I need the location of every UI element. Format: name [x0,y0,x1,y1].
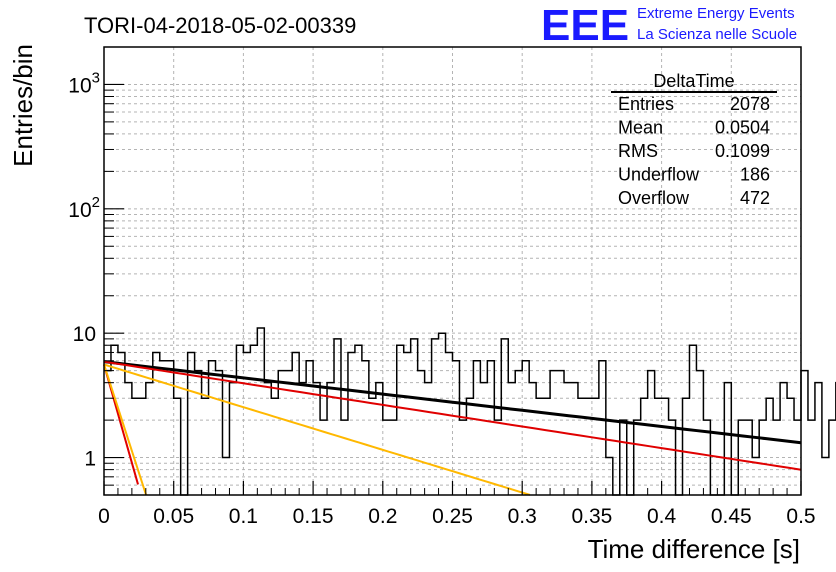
x-tick-label: 0 [98,505,110,528]
y-tick-label: 102 [68,194,100,222]
stats-label: Entries [618,94,674,114]
stats-label: Underflow [618,165,700,185]
fit-curve-3 [103,363,531,496]
fit-curves [103,360,802,496]
stats-box: DeltaTime Entries 2078 Mean 0.0504 RMS 0.1099… [611,71,777,208]
x-tick-label: 0.35 [571,505,612,528]
y-axis-title: Entries/bin [8,44,38,167]
x-tick-label: 0.5 [786,505,815,528]
x-tick-label: 0.4 [647,505,677,528]
x-tick-label: 0.25 [432,505,473,528]
grid [104,47,801,495]
stats-rows: Entries 2078 Mean 0.0504 RMS 0.1099 Underflow 1… [618,94,770,208]
x-tick-labels: 0 0.05 0.1 0.15 0.2 0.25 0.3 0.35 0.4 0.45 0.5 [98,505,815,528]
logo-line-2: La Scienza nelle Scuole [637,26,797,43]
x-tick-label: 0.2 [368,505,397,528]
y-tick-label: 103 [68,69,100,97]
stats-label: Overflow [618,188,690,208]
x-tick-label: 0.3 [508,505,537,528]
x-tick-label: 0.05 [153,505,194,528]
stats-value: 0.0504 [715,118,770,138]
stats-label: Mean [618,118,663,138]
x-tick-label: 0.45 [711,505,752,528]
fit-curve-1 [103,360,802,445]
stats-value: 2078 [730,94,770,114]
x-axis-title: Time difference [s] [588,534,800,564]
logo-line-1: Extreme Energy Events [637,5,795,22]
fit-curve-5 [103,364,148,496]
stats-value: 0.1099 [715,141,770,161]
stats-name: DeltaTime [653,71,734,91]
y-tick-label: 1 [84,448,96,471]
fit-curve-2 [103,360,802,471]
stats-value: 472 [740,188,770,208]
axis-ticks [103,46,802,496]
logo-mark: EEE [541,1,629,50]
stats-value: 186 [740,165,770,185]
x-tick-label: 0.1 [229,505,258,528]
stats-label: RMS [618,141,658,161]
y-tick-labels: 1 10 102 103 [68,69,100,470]
chart-title: TORI-04-2018-05-02-00339 [84,13,356,38]
x-tick-label: 0.15 [293,505,334,528]
y-tick-label: 10 [73,323,96,346]
eee-logo: EEE Extreme Energy Events La Scienza nel… [541,1,797,50]
